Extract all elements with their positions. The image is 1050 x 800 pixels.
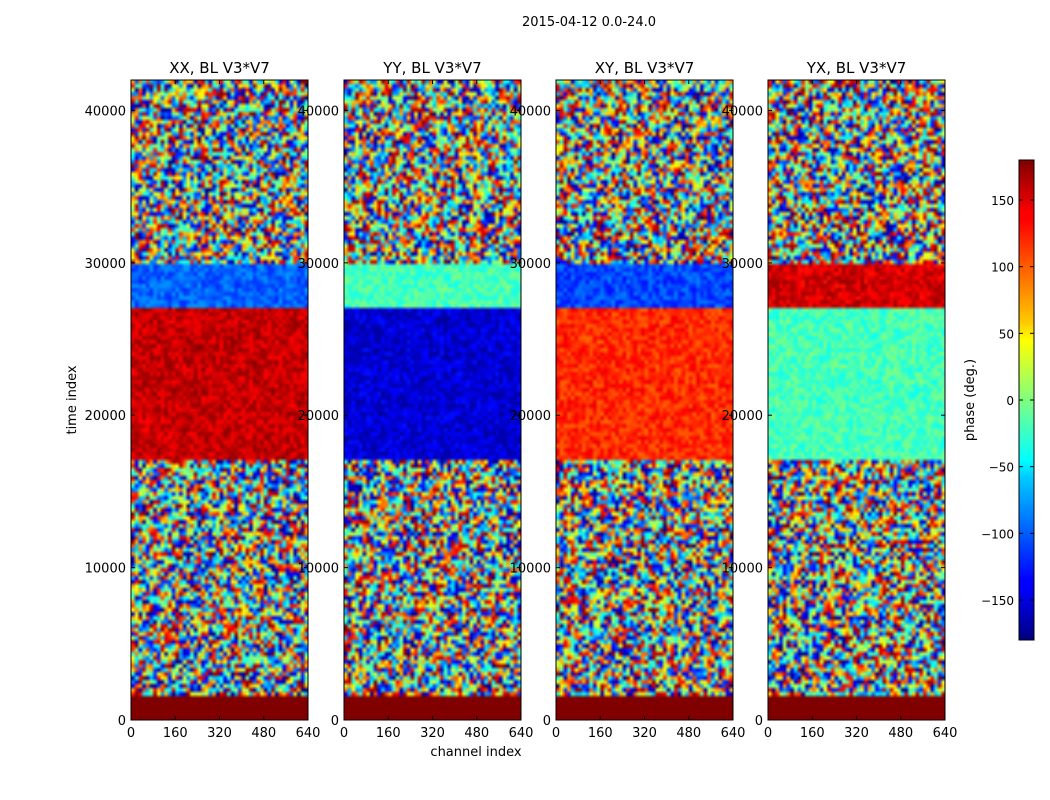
x-tick-label: 0 [340, 726, 348, 741]
y-tick-label: 40000 [85, 104, 126, 119]
y-tick-label: 0 [118, 714, 126, 729]
y-tick-label: 0 [755, 714, 763, 729]
y-tick-label: 40000 [298, 104, 339, 119]
heatmap-xy [556, 80, 733, 720]
x-tick-label: 640 [509, 726, 534, 741]
colorbar-tick-label: 100 [991, 261, 1014, 275]
panel-xy: XY, BL V3*V7 0 10000 20000 30000 40000 0 160 320… [510, 59, 746, 741]
colorbar-tick-label: 0 [1006, 394, 1014, 408]
panel-title: YY, BL V3*V7 [382, 59, 481, 77]
colorbar-label: phase (deg.) [963, 359, 978, 441]
figure-title: 2015-04-12 0.0-24.0 [522, 15, 656, 30]
x-axis-label: channel index [430, 745, 521, 760]
x-tick-label: 160 [163, 726, 188, 741]
x-tick-label: 0 [127, 726, 135, 741]
y-tick-label: 30000 [722, 257, 763, 272]
heatmap-xx [131, 80, 308, 720]
y-tick-label: 10000 [298, 562, 339, 577]
colorbar-tick-label: −50 [989, 461, 1014, 475]
x-tick-label: 160 [588, 726, 613, 741]
x-tick-label: 320 [420, 726, 445, 741]
x-tick-label: 160 [800, 726, 825, 741]
heatmap-yx [768, 80, 945, 720]
x-tick-label: 0 [552, 726, 560, 741]
y-tick-label: 30000 [85, 257, 126, 272]
y-tick-label: 10000 [722, 562, 763, 577]
panels: XX, BL V3*V7 0 10000 20000 30000 40000 0 160 320… [85, 59, 958, 741]
colorbar-tick-label: 50 [999, 327, 1014, 341]
x-tick-label: 320 [207, 726, 232, 741]
y-tick-label: 30000 [298, 257, 339, 272]
x-tick-label: 320 [632, 726, 657, 741]
colorbar: −150 −100 −50 0 50 100 150 phase (deg.) [963, 159, 1035, 641]
x-tick-label: 640 [721, 726, 746, 741]
x-tick-label: 480 [251, 726, 276, 741]
y-tick-label: 40000 [722, 104, 763, 119]
y-tick-label: 10000 [85, 562, 126, 577]
x-tick-label: 480 [676, 726, 701, 741]
y-tick-label: 0 [543, 714, 551, 729]
y-tick-label: 10000 [510, 562, 551, 577]
colorbar-tick-label: −150 [981, 594, 1014, 608]
colorbar-ticks: −150 −100 −50 0 50 100 150 [981, 194, 1034, 608]
y-axis-label: time index [65, 365, 80, 434]
panel-yy: YY, BL V3*V7 0 10000 20000 30000 40000 0 160 320… [298, 59, 534, 741]
x-tick-label: 160 [376, 726, 401, 741]
y-tick-label: 20000 [510, 409, 551, 424]
x-tick-label: 480 [888, 726, 913, 741]
x-tick-label: 0 [764, 726, 772, 741]
panel-xx: XX, BL V3*V7 0 10000 20000 30000 40000 0 160 320… [85, 59, 321, 741]
panel-title: YX, BL V3*V7 [806, 59, 907, 77]
panel-title: XY, BL V3*V7 [595, 59, 695, 77]
x-tick-label: 640 [933, 726, 958, 741]
y-tick-label: 20000 [85, 409, 126, 424]
x-tick-label: 640 [296, 726, 321, 741]
y-tick-label: 0 [331, 714, 339, 729]
x-tick-label: 480 [464, 726, 489, 741]
y-tick-label: 30000 [510, 257, 551, 272]
panel-yx: YX, BL V3*V7 0 10000 20000 30000 40000 0 160 320… [722, 59, 958, 741]
y-tick-label: 40000 [510, 104, 551, 119]
colorbar-tick-label: −100 [981, 527, 1014, 541]
colorbar-tick-label: 150 [991, 194, 1014, 208]
heatmap-yy [344, 80, 521, 720]
x-tick-label: 320 [844, 726, 869, 741]
y-tick-label: 20000 [722, 409, 763, 424]
y-tick-label: 20000 [298, 409, 339, 424]
panel-title: XX, BL V3*V7 [169, 59, 270, 77]
